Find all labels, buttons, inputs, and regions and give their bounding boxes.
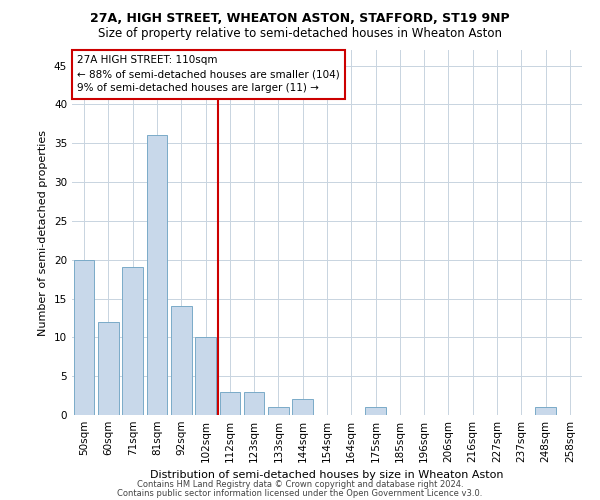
Text: 27A, HIGH STREET, WHEATON ASTON, STAFFORD, ST19 9NP: 27A, HIGH STREET, WHEATON ASTON, STAFFOR… bbox=[90, 12, 510, 26]
Bar bbox=[98, 322, 119, 415]
Text: Contains public sector information licensed under the Open Government Licence v3: Contains public sector information licen… bbox=[118, 490, 482, 498]
Bar bbox=[220, 392, 240, 415]
Bar bbox=[74, 260, 94, 415]
Bar bbox=[244, 392, 265, 415]
Bar bbox=[268, 407, 289, 415]
Y-axis label: Number of semi-detached properties: Number of semi-detached properties bbox=[38, 130, 49, 336]
Text: Size of property relative to semi-detached houses in Wheaton Aston: Size of property relative to semi-detach… bbox=[98, 28, 502, 40]
X-axis label: Distribution of semi-detached houses by size in Wheaton Aston: Distribution of semi-detached houses by … bbox=[150, 470, 504, 480]
Text: 27A HIGH STREET: 110sqm
← 88% of semi-detached houses are smaller (104)
9% of se: 27A HIGH STREET: 110sqm ← 88% of semi-de… bbox=[77, 56, 340, 94]
Bar bbox=[292, 400, 313, 415]
Bar bbox=[146, 136, 167, 415]
Text: Contains HM Land Registry data © Crown copyright and database right 2024.: Contains HM Land Registry data © Crown c… bbox=[137, 480, 463, 489]
Bar bbox=[122, 268, 143, 415]
Bar bbox=[171, 306, 191, 415]
Bar bbox=[535, 407, 556, 415]
Bar bbox=[365, 407, 386, 415]
Bar bbox=[195, 338, 216, 415]
